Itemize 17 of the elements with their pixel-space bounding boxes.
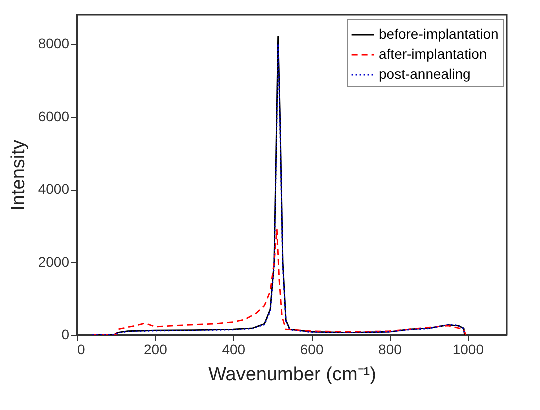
x-tick-label: 600 [300, 342, 324, 358]
x-axis-title: Wavenumber (cm⁻¹) [208, 364, 376, 386]
x-tick-label: 1000 [452, 342, 484, 358]
legend-label: after-implantation [379, 46, 488, 62]
line-series [92, 228, 467, 335]
y-tick-label: 2000 [38, 254, 70, 270]
x-tick-label: 400 [222, 342, 246, 358]
x-tick-label: 800 [378, 342, 402, 358]
y-tick-label: 6000 [38, 108, 70, 124]
x-tick-label: 0 [78, 342, 86, 358]
y-tick-label: 0 [62, 326, 70, 342]
x-tick-label: 200 [144, 342, 168, 358]
y-tick-label: 8000 [38, 36, 70, 52]
y-axis-title: Intensity [8, 140, 30, 211]
legend-label: post-annealing [379, 66, 471, 82]
y-tick-label: 4000 [38, 181, 70, 198]
legend-label: before-implantation [379, 26, 499, 42]
